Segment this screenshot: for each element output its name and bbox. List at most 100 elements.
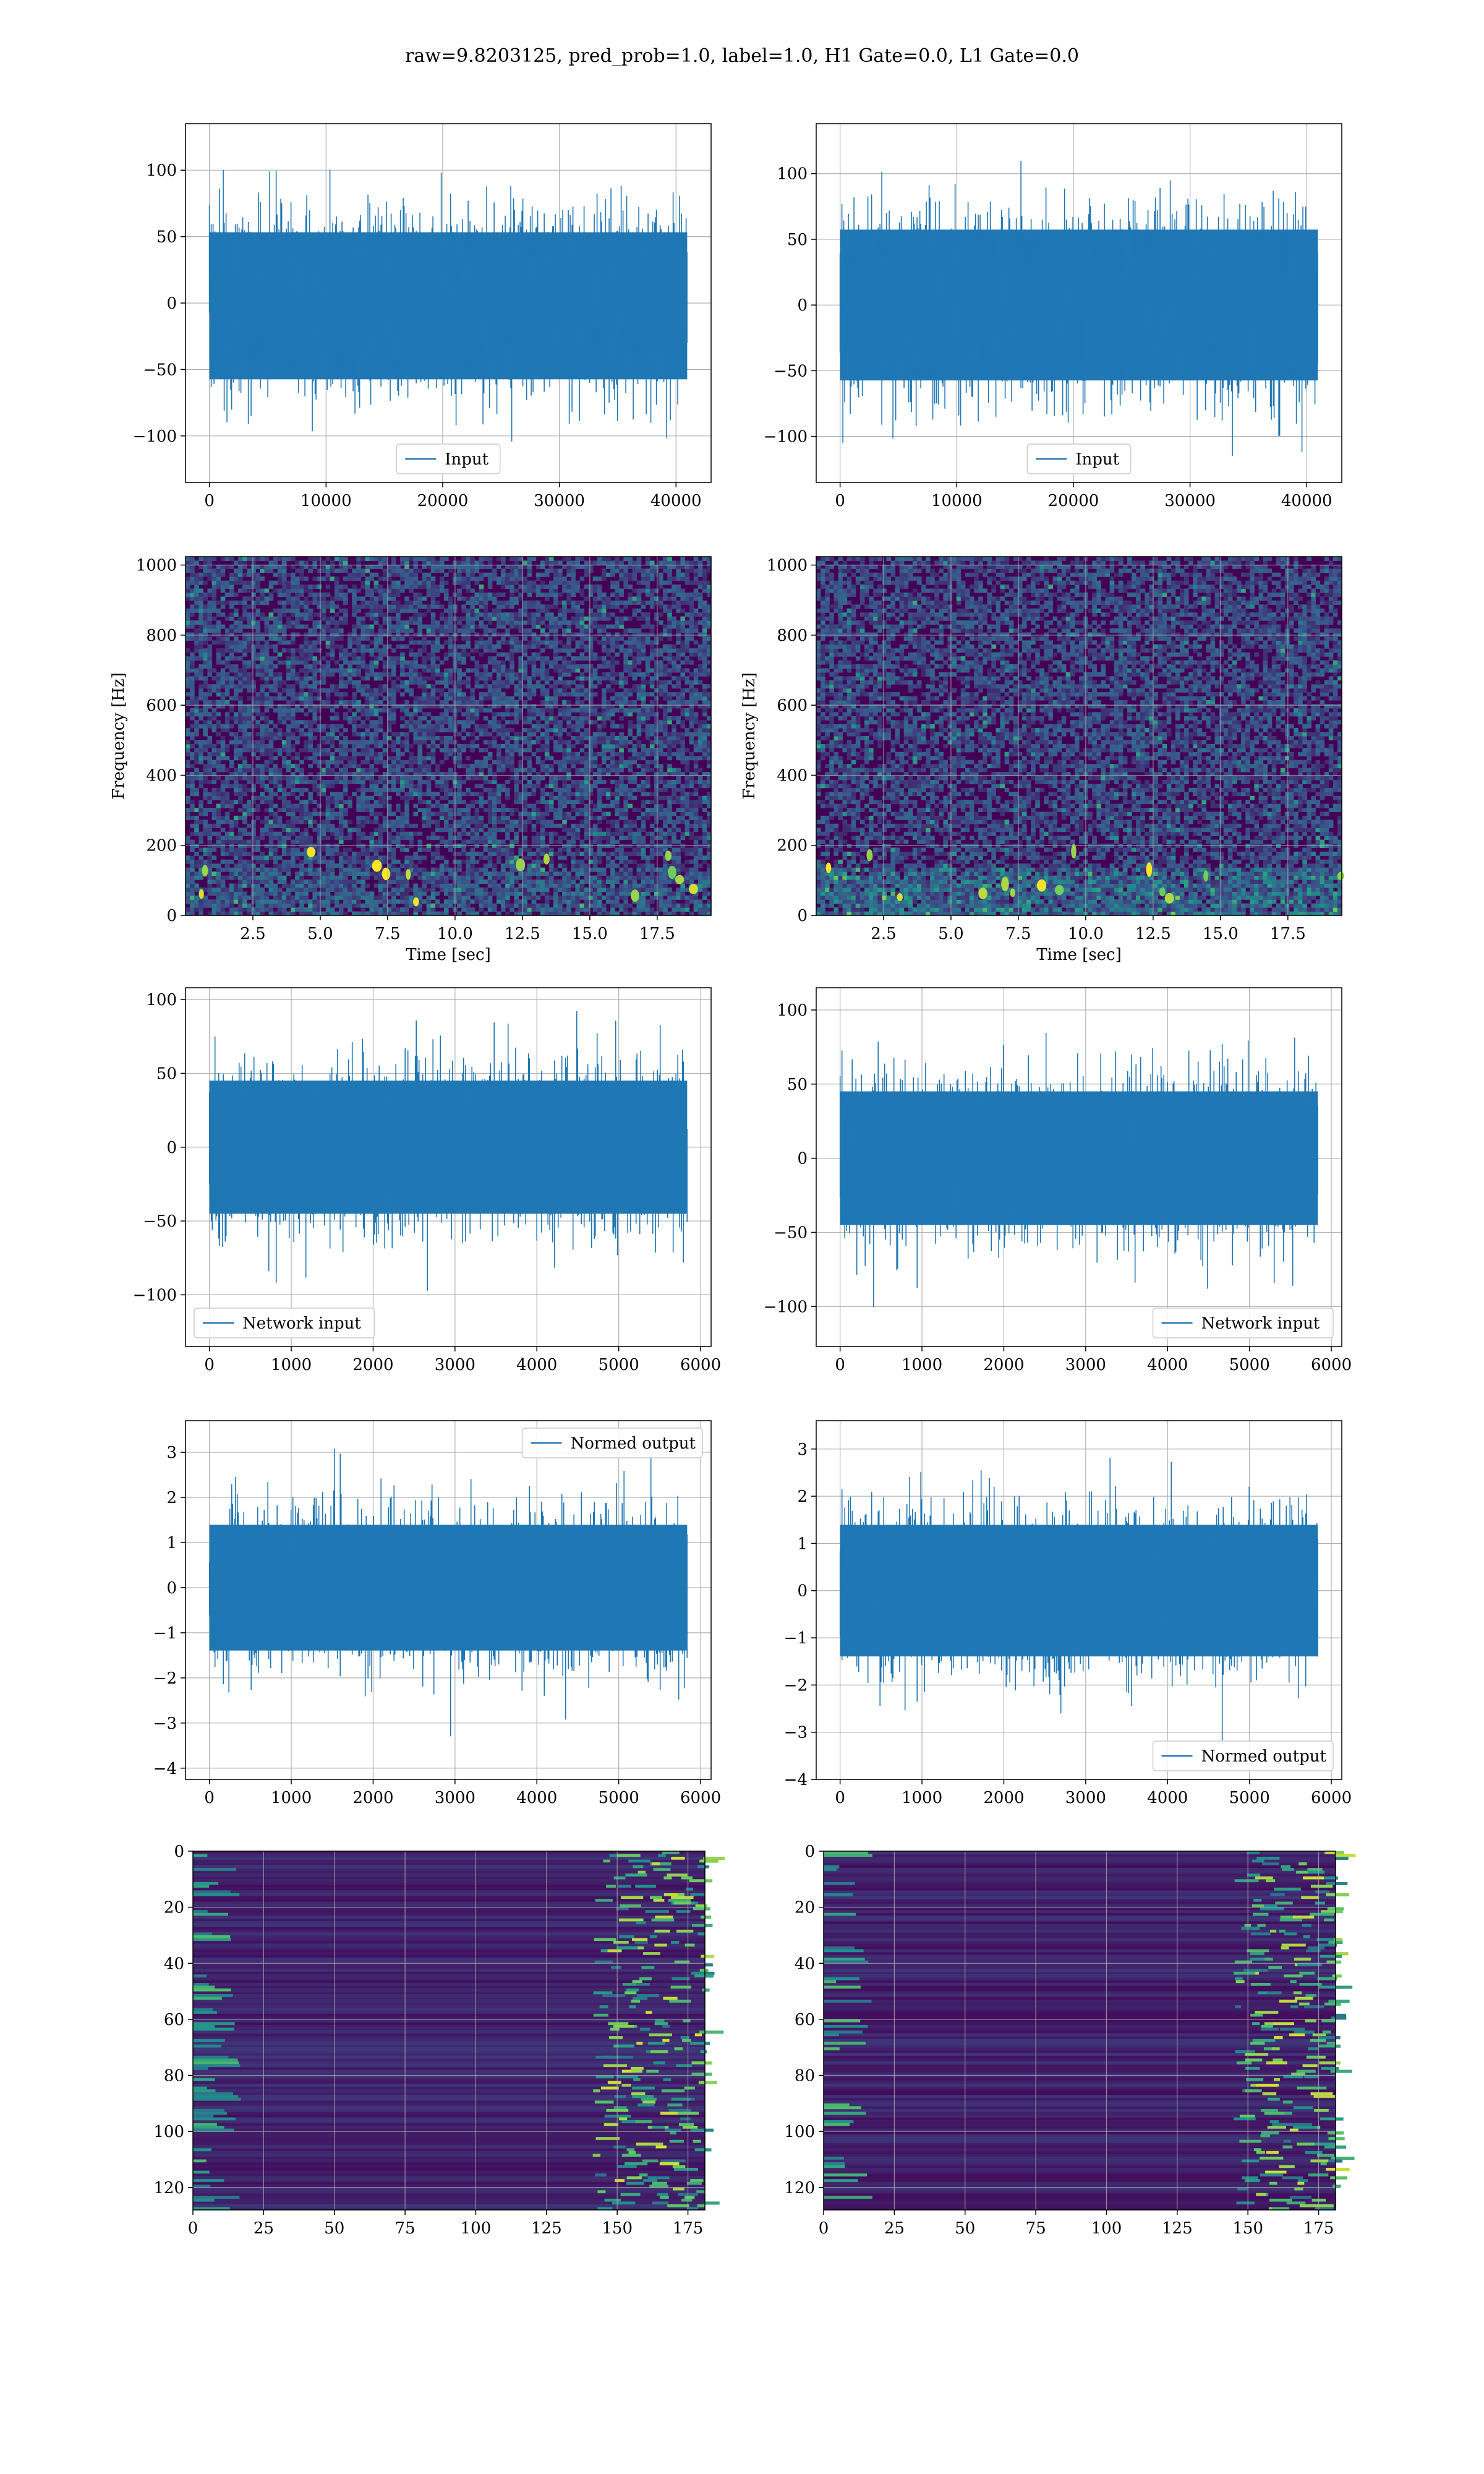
heatmap-cell — [628, 803, 633, 808]
heatmap-cell — [400, 836, 405, 841]
heatmap-cell — [619, 704, 624, 709]
heatmap-cell — [312, 895, 318, 900]
heatmap-cell — [443, 684, 449, 689]
heatmap-cell — [286, 776, 291, 781]
heatmap-cell — [233, 688, 239, 693]
heatmap-cell — [417, 895, 423, 900]
heatmap-cell — [334, 688, 339, 693]
heatmap-cell — [277, 887, 283, 892]
heatmap-cell — [584, 716, 589, 721]
heatmap-cell — [654, 764, 659, 769]
heatmap-cell — [194, 768, 199, 773]
heatmap-cell — [356, 820, 361, 824]
heatmap-cell — [470, 732, 475, 737]
heatmap-cell — [299, 820, 304, 824]
heatmap-cell — [413, 871, 419, 876]
heatmap-cell — [505, 748, 510, 753]
heatmap-cell — [443, 776, 449, 781]
heatmap-cell — [373, 740, 379, 745]
heatmap-cell — [592, 875, 598, 880]
heatmap-cell — [220, 839, 226, 844]
heatmap-cell — [334, 844, 339, 849]
heatmap-cell — [610, 764, 615, 769]
heatmap-cell — [654, 696, 659, 701]
heatmap-cell — [684, 756, 690, 761]
heatmap-cell — [211, 907, 217, 912]
heatmap-cell — [680, 784, 686, 789]
heatmap-cell — [422, 779, 427, 784]
heatmap-cell — [435, 828, 440, 833]
heatmap-cell — [584, 891, 589, 896]
heatmap-cell — [702, 743, 707, 748]
heatmap-cell — [641, 696, 646, 701]
heatmap-cell — [579, 895, 585, 900]
heatmap-cell — [255, 836, 261, 841]
heatmap-cell — [242, 891, 247, 896]
heatmap-cell — [667, 756, 672, 761]
heatmap-cell — [304, 831, 309, 836]
heatmap-cell — [606, 768, 611, 773]
heatmap-cell — [522, 808, 528, 813]
heatmap-cell — [369, 907, 375, 912]
heatmap-cell — [242, 712, 247, 717]
heatmap-cell — [264, 891, 270, 896]
heatmap-cell — [268, 732, 274, 737]
heatmap-cell — [365, 867, 370, 872]
heatmap-cell — [356, 851, 361, 856]
heatmap-cell — [562, 871, 567, 876]
heatmap-cell — [496, 859, 501, 864]
heatmap-cell — [597, 883, 602, 888]
heatmap-cell — [317, 903, 322, 908]
heatmap-cell — [233, 907, 239, 912]
heatmap-cell — [461, 764, 466, 769]
heatmap-cell — [448, 899, 453, 904]
heatmap-cell — [356, 732, 361, 737]
heatmap-cell — [470, 772, 475, 777]
heatmap-cell — [706, 847, 712, 852]
heatmap-cell — [190, 855, 195, 860]
heatmap-cell — [186, 740, 190, 745]
heatmap-cell — [291, 732, 296, 737]
heatmap-cell — [391, 720, 396, 725]
heatmap-cell — [610, 907, 615, 912]
heatmap-cell — [194, 751, 199, 756]
heatmap-cell — [251, 895, 256, 900]
heatmap-cell — [190, 880, 195, 884]
heatmap-cell — [566, 871, 571, 876]
heatmap-cell — [654, 887, 659, 892]
heatmap-cell — [190, 732, 195, 737]
heatmap-cell — [588, 851, 594, 856]
heatmap-cell — [487, 740, 493, 745]
heatmap-cell — [334, 891, 339, 896]
heatmap-cell — [562, 748, 567, 753]
heatmap-cell — [356, 880, 361, 884]
heatmap-cell — [365, 684, 370, 689]
heatmap-cell — [575, 847, 581, 852]
heatmap-cell — [649, 831, 655, 836]
heatmap-cell — [211, 891, 217, 896]
heatmap-cell — [628, 836, 633, 841]
heatmap-cell — [334, 772, 339, 777]
heatmap-cell — [628, 688, 633, 693]
heatmap-cell — [216, 712, 221, 717]
heatmap-cell — [264, 859, 270, 864]
heatmap-cell — [496, 899, 501, 904]
heatmap-cell — [667, 704, 672, 709]
heatmap-cell — [334, 712, 339, 717]
heatmap-cell — [592, 803, 598, 808]
heatmap-cell — [321, 688, 326, 693]
heatmap-cell — [443, 795, 449, 800]
heatmap-cell — [211, 875, 217, 880]
heatmap-cell — [706, 875, 712, 880]
heatmap-cell — [689, 684, 694, 689]
heatmap-cell — [264, 680, 270, 685]
heatmap-cell — [461, 875, 466, 880]
heatmap-cell — [527, 768, 532, 773]
heatmap-cell — [615, 823, 620, 828]
heatmap-cells — [186, 557, 712, 916]
heatmap-cell — [317, 784, 322, 789]
heatmap-cell — [343, 680, 348, 685]
heatmap-cell — [273, 803, 278, 808]
heatmap-cell — [518, 887, 524, 892]
heatmap-cell — [492, 800, 497, 805]
